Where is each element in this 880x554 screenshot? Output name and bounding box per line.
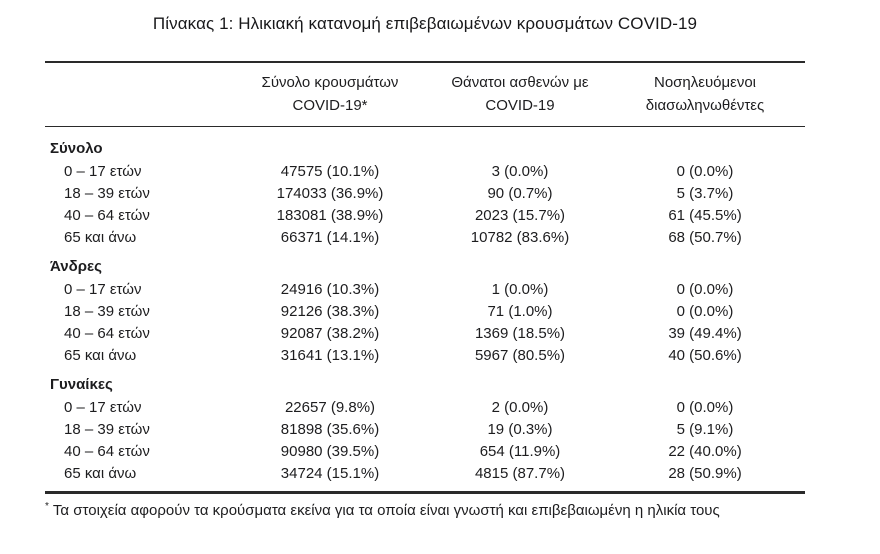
deaths-cell: 19 (0.3%) xyxy=(487,420,553,438)
table-row-women-40-64: 40 – 64 ετών 90980 (39.5%) 654 (11.9%) 2… xyxy=(45,440,805,462)
deaths-cell: 2 (0.0%) xyxy=(491,398,549,416)
header-deaths-line1: Θάνατοι ασθενών με xyxy=(451,74,589,91)
footnote: * Τα στοιχεία αφορούν τα κρούσματα εκείνα… xyxy=(45,501,805,519)
covid-age-distribution-table: Σύνολο κρουσμάτων COVID-19* Θάνατοι ασθε… xyxy=(45,61,805,494)
intubated-cell: 39 (49.4%) xyxy=(668,324,742,342)
footnote-asterisk: * xyxy=(45,501,49,512)
table-row-men-18-39: 18 – 39 ετών 92126 (38.3%) 71 (1.0%) 0 (… xyxy=(45,300,805,322)
age-cell: 40 – 64 ετών xyxy=(64,206,150,224)
cases-cell: 34724 (15.1%) xyxy=(280,464,380,482)
intubated-cell: 28 (50.9%) xyxy=(668,464,742,482)
header-deaths-line2: COVID-19 xyxy=(485,97,555,114)
age-cell: 40 – 64 ετών xyxy=(64,442,150,460)
table-row-men-40-64: 40 – 64 ετών 92087 (38.2%) 1369 (18.5%) … xyxy=(45,322,805,344)
table-row-women-0-17: 0 – 17 ετών 22657 (9.8%) 2 (0.0%) 0 (0.0… xyxy=(45,396,805,418)
age-cell: 18 – 39 ετών xyxy=(64,184,150,202)
header-cell-deaths: Θάνατοι ασθενών με COVID-19 xyxy=(435,71,605,117)
header-intubated-line1: Νοσηλευόμενοι xyxy=(653,74,756,91)
header-intubated-line2: διασωληνωθέντες xyxy=(645,97,765,114)
deaths-cell: 3 (0.0%) xyxy=(491,162,549,180)
deaths-cell: 1369 (18.5%) xyxy=(474,324,566,342)
section-row-women: Γυναίκες xyxy=(45,374,805,396)
deaths-cell: 71 (1.0%) xyxy=(487,302,553,320)
age-cell: 18 – 39 ετών xyxy=(64,302,150,320)
intubated-cell: 61 (45.5%) xyxy=(668,206,742,224)
table-row-men-0-17: 0 – 17 ετών 24916 (10.3%) 1 (0.0%) 0 (0.… xyxy=(45,278,805,300)
header-cell-total-cases: Σύνολο κρουσμάτων COVID-19* xyxy=(225,71,435,117)
deaths-cell: 1 (0.0%) xyxy=(491,280,549,298)
header-cell-empty xyxy=(45,71,225,117)
section-row-men: Άνδρες xyxy=(45,256,805,278)
intubated-cell: 5 (9.1%) xyxy=(676,420,734,438)
cases-cell: 81898 (35.6%) xyxy=(280,420,380,438)
age-cell: 65 και άνω xyxy=(64,464,137,482)
table-row-men-65-plus: 65 και άνω 31641 (13.1%) 5967 (80.5%) 40… xyxy=(45,344,805,366)
intubated-cell: 0 (0.0%) xyxy=(676,162,734,180)
deaths-cell: 5967 (80.5%) xyxy=(474,346,566,364)
table-row-women-65-plus: 65 και άνω 34724 (15.1%) 4815 (87.7%) 28… xyxy=(45,462,805,484)
intubated-cell: 0 (0.0%) xyxy=(676,398,734,416)
cases-cell: 92087 (38.2%) xyxy=(280,324,380,342)
age-cell: 65 και άνω xyxy=(64,346,137,364)
header-total-cases-line2: COVID-19* xyxy=(292,97,368,114)
table-row-total-18-39: 18 – 39 ετών 174033 (36.9%) 90 (0.7%) 5 … xyxy=(45,182,805,204)
deaths-cell: 2023 (15.7%) xyxy=(474,206,566,224)
table-body: Σύνολο 0 – 17 ετών 47575 (10.1%) 3 (0.0%… xyxy=(45,127,805,494)
cases-cell: 47575 (10.1%) xyxy=(280,162,380,180)
deaths-cell: 4815 (87.7%) xyxy=(474,464,566,482)
table-row-total-0-17: 0 – 17 ετών 47575 (10.1%) 3 (0.0%) 0 (0.… xyxy=(45,160,805,182)
cases-cell: 183081 (38.9%) xyxy=(276,206,384,224)
header-total-cases-line1: Σύνολο κρουσμάτων xyxy=(261,74,399,91)
deaths-cell: 90 (0.7%) xyxy=(487,184,553,202)
age-cell: 0 – 17 ετών xyxy=(64,162,142,180)
section-row-total: Σύνολο xyxy=(45,138,805,160)
deaths-cell: 10782 (83.6%) xyxy=(470,228,570,246)
intubated-cell: 0 (0.0%) xyxy=(676,302,734,320)
intubated-cell: 68 (50.7%) xyxy=(668,228,742,246)
age-cell: 0 – 17 ετών xyxy=(64,280,142,298)
section-label-women: Γυναίκες xyxy=(50,376,113,393)
age-cell: 40 – 64 ετών xyxy=(64,324,150,342)
section-label-men: Άνδρες xyxy=(50,258,102,275)
age-cell: 18 – 39 ετών xyxy=(64,420,150,438)
intubated-cell: 40 (50.6%) xyxy=(668,346,742,364)
age-cell: 0 – 17 ετών xyxy=(64,398,142,416)
table-row-total-40-64: 40 – 64 ετών 183081 (38.9%) 2023 (15.7%)… xyxy=(45,204,805,226)
table-title: Πίνακας 1: Ηλικιακή κατανομή επιβεβαιωμέ… xyxy=(152,14,698,33)
deaths-cell: 654 (11.9%) xyxy=(479,442,561,460)
header-cell-intubated: Νοσηλευόμενοι διασωληνωθέντες xyxy=(605,71,805,117)
cases-cell: 90980 (39.5%) xyxy=(280,442,380,460)
cases-cell: 92126 (38.3%) xyxy=(280,302,380,320)
table-row-women-18-39: 18 – 39 ετών 81898 (35.6%) 19 (0.3%) 5 (… xyxy=(45,418,805,440)
cases-cell: 22657 (9.8%) xyxy=(284,398,376,416)
cases-cell: 31641 (13.1%) xyxy=(280,346,380,364)
cases-cell: 66371 (14.1%) xyxy=(280,228,380,246)
intubated-cell: 5 (3.7%) xyxy=(676,184,734,202)
table-row-total-65-plus: 65 και άνω 66371 (14.1%) 10782 (83.6%) 6… xyxy=(45,226,805,248)
cases-cell: 24916 (10.3%) xyxy=(280,280,380,298)
intubated-cell: 22 (40.0%) xyxy=(668,442,742,460)
intubated-cell: 0 (0.0%) xyxy=(676,280,734,298)
cases-cell: 174033 (36.9%) xyxy=(276,184,384,202)
footnote-text: Τα στοιχεία αφορούν τα κρούσματα εκείνα … xyxy=(52,502,720,519)
section-label-total: Σύνολο xyxy=(50,140,103,157)
age-cell: 65 και άνω xyxy=(64,228,137,246)
table-header-row: Σύνολο κρουσμάτων COVID-19* Θάνατοι ασθε… xyxy=(45,61,805,127)
